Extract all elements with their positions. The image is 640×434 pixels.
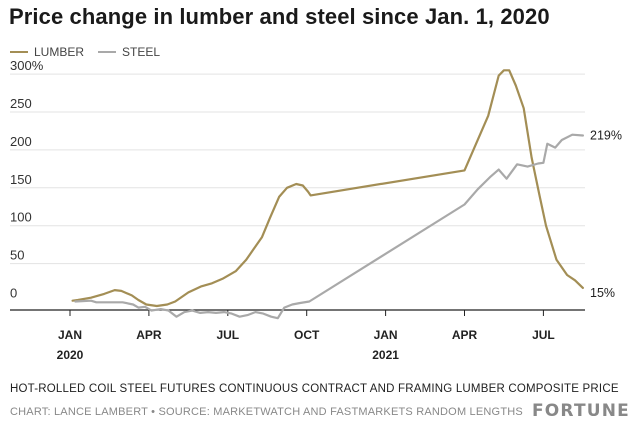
legend-swatch-steel	[98, 51, 117, 53]
chart-title: Price change in lumber and steel since J…	[9, 4, 550, 29]
legend-swatch-lumber	[10, 51, 28, 53]
end-labels: 15% 219%	[590, 128, 622, 299]
legend-label-lumber: LUMBER	[34, 45, 85, 59]
y-tick-label: 50	[10, 248, 24, 263]
legend-label-steel: STEEL	[122, 45, 161, 59]
x-tick-label: JAN	[58, 328, 82, 342]
series-line-steel	[74, 133, 584, 320]
x-tick-label: OCT	[294, 328, 320, 342]
chart-credit: CHART: LANCE LAMBERT • SOURCE: MARKETWAT…	[10, 406, 523, 418]
series-line-lumber	[71, 69, 584, 308]
chart-legend: LUMBER STEEL	[10, 45, 174, 59]
legend-item-lumber: LUMBER	[10, 45, 84, 59]
y-tick-label: 250	[10, 96, 32, 111]
end-label-lumber: 15%	[590, 286, 615, 300]
y-tick-label: 200	[10, 134, 32, 149]
x-tick-label: JAN	[374, 328, 398, 342]
x-tick-label: APR	[452, 328, 478, 342]
line-chart: 300% 250 200 150 100 50 0 JAN 2020 APR JUL OCT JAN 2…	[10, 58, 622, 362]
chart-series	[71, 69, 584, 320]
y-tick-label: 0	[10, 286, 17, 301]
x-tick-label: JUL	[216, 328, 239, 342]
end-label-steel: 219%	[590, 128, 622, 142]
fortune-logo: FORTUNE	[531, 401, 630, 421]
y-tick-label: 150	[10, 172, 32, 187]
x-axis: JAN 2020 APR JUL OCT JAN 2021 APR JUL	[10, 309, 585, 362]
x-tick-year-label: 2020	[57, 348, 84, 362]
legend-item-steel: STEEL	[98, 45, 160, 59]
x-tick-label: APR	[136, 328, 162, 342]
chart-note: HOT-ROLLED COIL STEEL FUTURES CONTINUOUS…	[10, 383, 619, 395]
y-axis: 300% 250 200 150 100 50 0	[10, 58, 44, 300]
x-tick-year-label: 2021	[372, 348, 399, 362]
y-tick-label: 100	[10, 210, 32, 225]
x-tick-label: JUL	[532, 328, 555, 342]
y-tick-label: 300%	[10, 58, 44, 73]
